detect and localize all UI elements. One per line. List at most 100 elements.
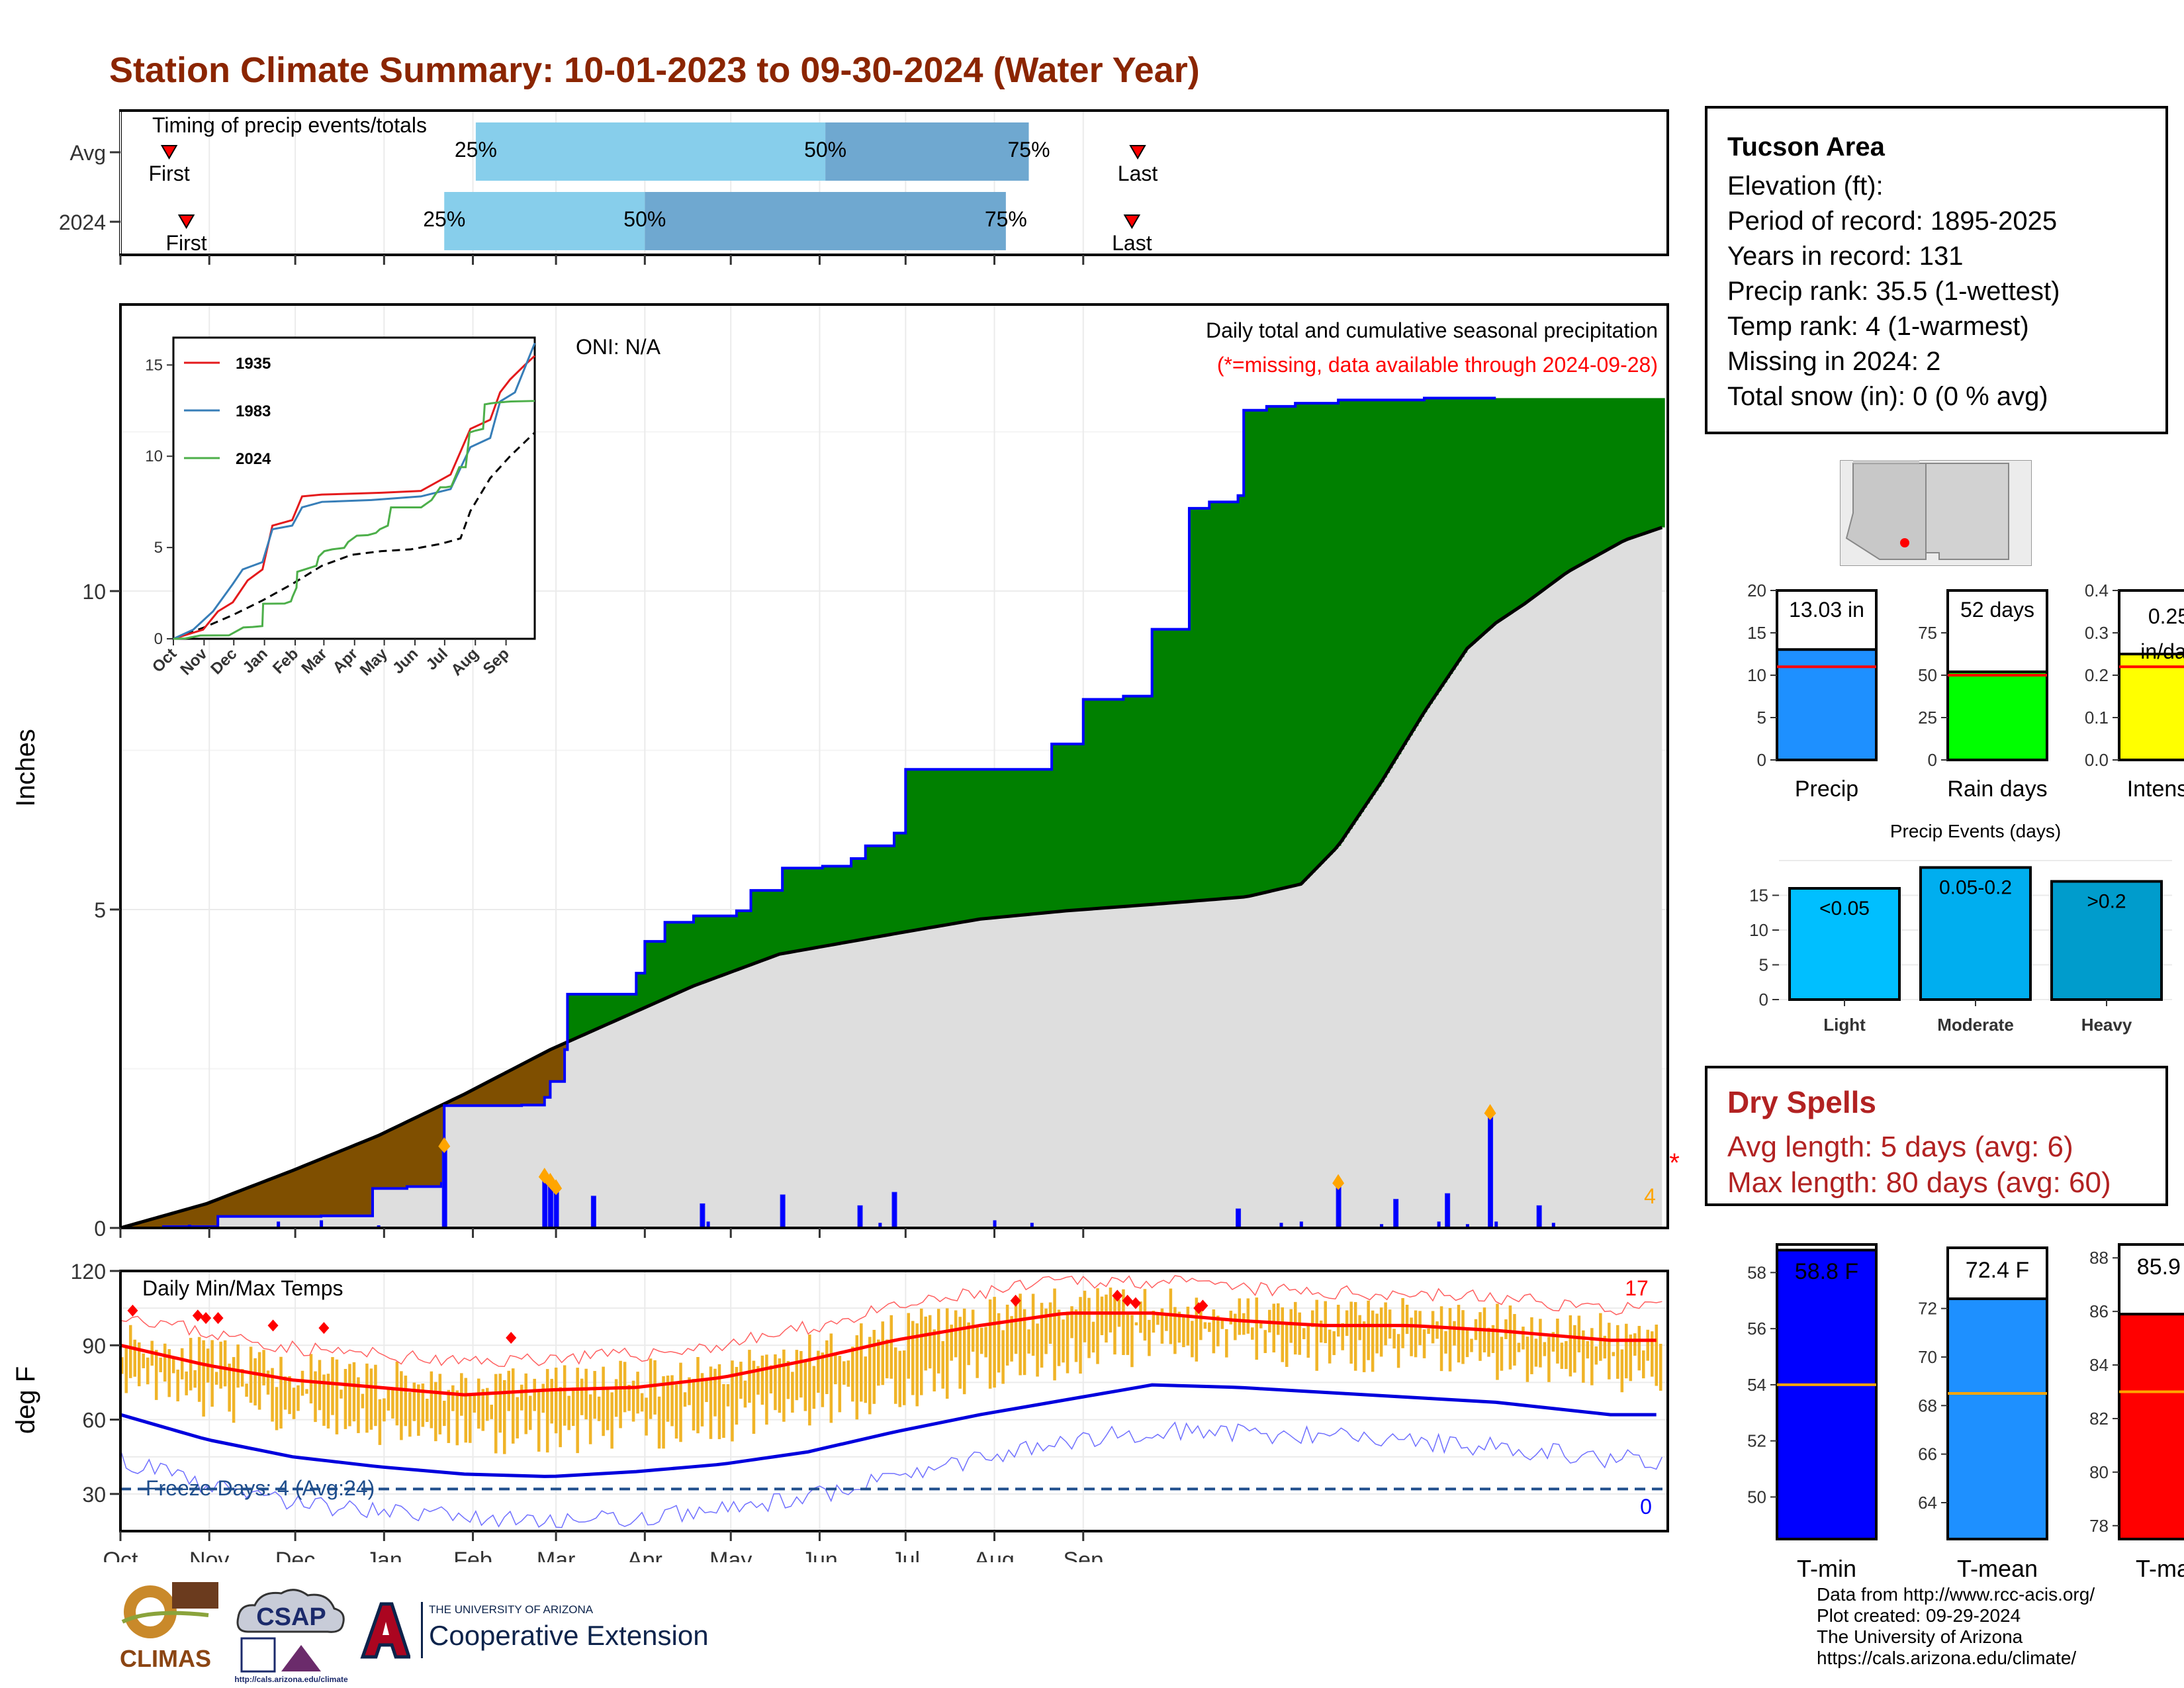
timing-last-label: Last <box>1112 231 1152 255</box>
daily-temp-bar <box>343 1369 347 1429</box>
daily-temp-bar <box>1053 1288 1056 1381</box>
daily-temp-bar <box>1310 1310 1314 1327</box>
daily-temp-bar <box>1612 1352 1615 1356</box>
daily-temp-bar <box>1448 1307 1452 1372</box>
daily-temp-bar <box>257 1352 261 1410</box>
info-temp-rank: Temp rank: 4 (1-warmest) <box>1727 312 2029 341</box>
daily-temp-bar <box>180 1348 184 1380</box>
daily-temp-bar <box>1504 1319 1508 1340</box>
daily-temp-bar <box>769 1365 773 1394</box>
daily-temp-bar <box>322 1374 326 1426</box>
temp-x-tick-label: Oct <box>103 1548 138 1562</box>
daily-temp-bar <box>731 1360 734 1442</box>
temp-summary-y-tick-label: 84 <box>2089 1355 2109 1375</box>
daily-temp-bar <box>774 1354 777 1411</box>
daily-temp-bar <box>1457 1305 1461 1363</box>
daily-temp-bar <box>1594 1346 1598 1365</box>
daily-temp-bar <box>1319 1320 1323 1343</box>
timing-first-marker <box>177 214 195 229</box>
daily-temp-bar <box>1569 1315 1572 1377</box>
daily-temp-bar <box>1191 1321 1194 1358</box>
daily-temp-bar <box>1277 1303 1280 1335</box>
daily-temp-bar <box>631 1380 635 1422</box>
daily-temp-bar <box>1040 1303 1044 1368</box>
temp-y-tick-label: 120 <box>71 1260 106 1284</box>
summary-y-tick-label: 75 <box>1918 623 1937 643</box>
daily-temp-bar <box>907 1313 910 1379</box>
daily-temp-bar <box>300 1370 304 1396</box>
temp-summary-y-tick-label: 80 <box>2089 1462 2109 1482</box>
summary-y-tick-label: 0 <box>1757 750 1766 770</box>
record-high-marker <box>201 1312 212 1325</box>
daily-temp-bar <box>1651 1331 1654 1377</box>
daily-precip-bar <box>1393 1199 1399 1229</box>
daily-precip-bar <box>590 1196 596 1229</box>
avg-cumulative-area <box>120 527 1662 1228</box>
inset-y-tick-label: 0 <box>154 630 163 648</box>
daily-temp-bar <box>709 1366 713 1439</box>
record-high-marker <box>318 1322 330 1335</box>
inset-series-2024 <box>173 400 535 640</box>
daily-temp-bar <box>223 1340 227 1387</box>
record-high-marker <box>1197 1299 1208 1312</box>
daily-temp-bar <box>1044 1308 1048 1354</box>
daily-temp-bar <box>855 1335 859 1420</box>
daily-temp-bar <box>498 1374 502 1433</box>
daily-temp-bar <box>1315 1299 1318 1371</box>
daily-temp-bar <box>1143 1289 1147 1341</box>
daily-temp-bar <box>1513 1314 1516 1366</box>
daily-temp-bar <box>550 1378 553 1424</box>
daily-temp-bar <box>189 1338 193 1391</box>
hot-days-count: 17 <box>1625 1276 1649 1300</box>
daily-temp-bar <box>614 1379 618 1417</box>
daily-temp-bar <box>193 1370 197 1388</box>
summary-y-tick-label: 20 <box>1747 583 1766 600</box>
daily-temp-bar <box>369 1368 373 1430</box>
footer-line-2: Plot created: 09-29-2024 <box>1817 1605 2021 1626</box>
info-elevation: Elevation (ft): <box>1727 171 1884 201</box>
daily-temp-bar <box>292 1387 296 1419</box>
daily-temp-bar <box>1031 1293 1035 1356</box>
events-y-tick-label: 15 <box>1749 886 1768 906</box>
daily-temp-bar <box>1139 1301 1142 1333</box>
daily-precip-bar <box>1336 1183 1342 1229</box>
daily-temp-bar <box>894 1347 897 1404</box>
daily-temp-bar <box>309 1354 313 1404</box>
temp-chart-label: Daily Min/Max Temps <box>142 1276 343 1300</box>
daily-temp-bar <box>756 1366 760 1395</box>
record-low-line <box>120 1421 1663 1528</box>
daily-temp-bar <box>1173 1307 1177 1354</box>
daily-temp-bar <box>889 1315 893 1379</box>
daily-temp-bar <box>1126 1313 1130 1355</box>
daily-precip-bar <box>1488 1113 1494 1229</box>
timing-first-label: First <box>165 231 206 255</box>
daily-temp-bar <box>1195 1297 1199 1362</box>
daily-temp-bar <box>739 1362 743 1399</box>
daily-temp-bar <box>696 1357 700 1434</box>
daily-temp-bar <box>1096 1288 1099 1364</box>
daily-temp-bar <box>1293 1301 1297 1355</box>
daily-temp-bar <box>146 1357 150 1385</box>
daily-temp-bar <box>1156 1312 1160 1325</box>
inset-legend-label: 2024 <box>236 450 271 468</box>
temp-x-tick-label: May <box>709 1548 752 1562</box>
daily-temp-bar <box>1371 1310 1375 1372</box>
timing-bar-25-50 <box>444 192 645 250</box>
daily-temp-bar <box>782 1349 786 1422</box>
daily-temp-bar <box>124 1346 128 1393</box>
daily-temp-bar <box>1396 1334 1400 1368</box>
avg-cumulative-line <box>120 526 1663 1230</box>
daily-precip-bar <box>878 1223 882 1228</box>
daily-temp-bar <box>163 1343 167 1382</box>
daily-temp-bar <box>1586 1341 1590 1359</box>
daily-temp-bar <box>979 1327 983 1354</box>
daily-temp-bar <box>1439 1306 1443 1372</box>
daily-temp-bar <box>1186 1306 1190 1346</box>
daily-temp-bar <box>357 1377 360 1433</box>
daily-temp-bar <box>490 1405 494 1419</box>
daily-temp-bar <box>580 1378 584 1415</box>
daily-temp-bar <box>528 1395 532 1430</box>
summary-y-tick-label: 15 <box>1747 623 1766 643</box>
daily-temp-bar <box>1234 1313 1237 1340</box>
daily-temp-bar <box>705 1380 708 1402</box>
